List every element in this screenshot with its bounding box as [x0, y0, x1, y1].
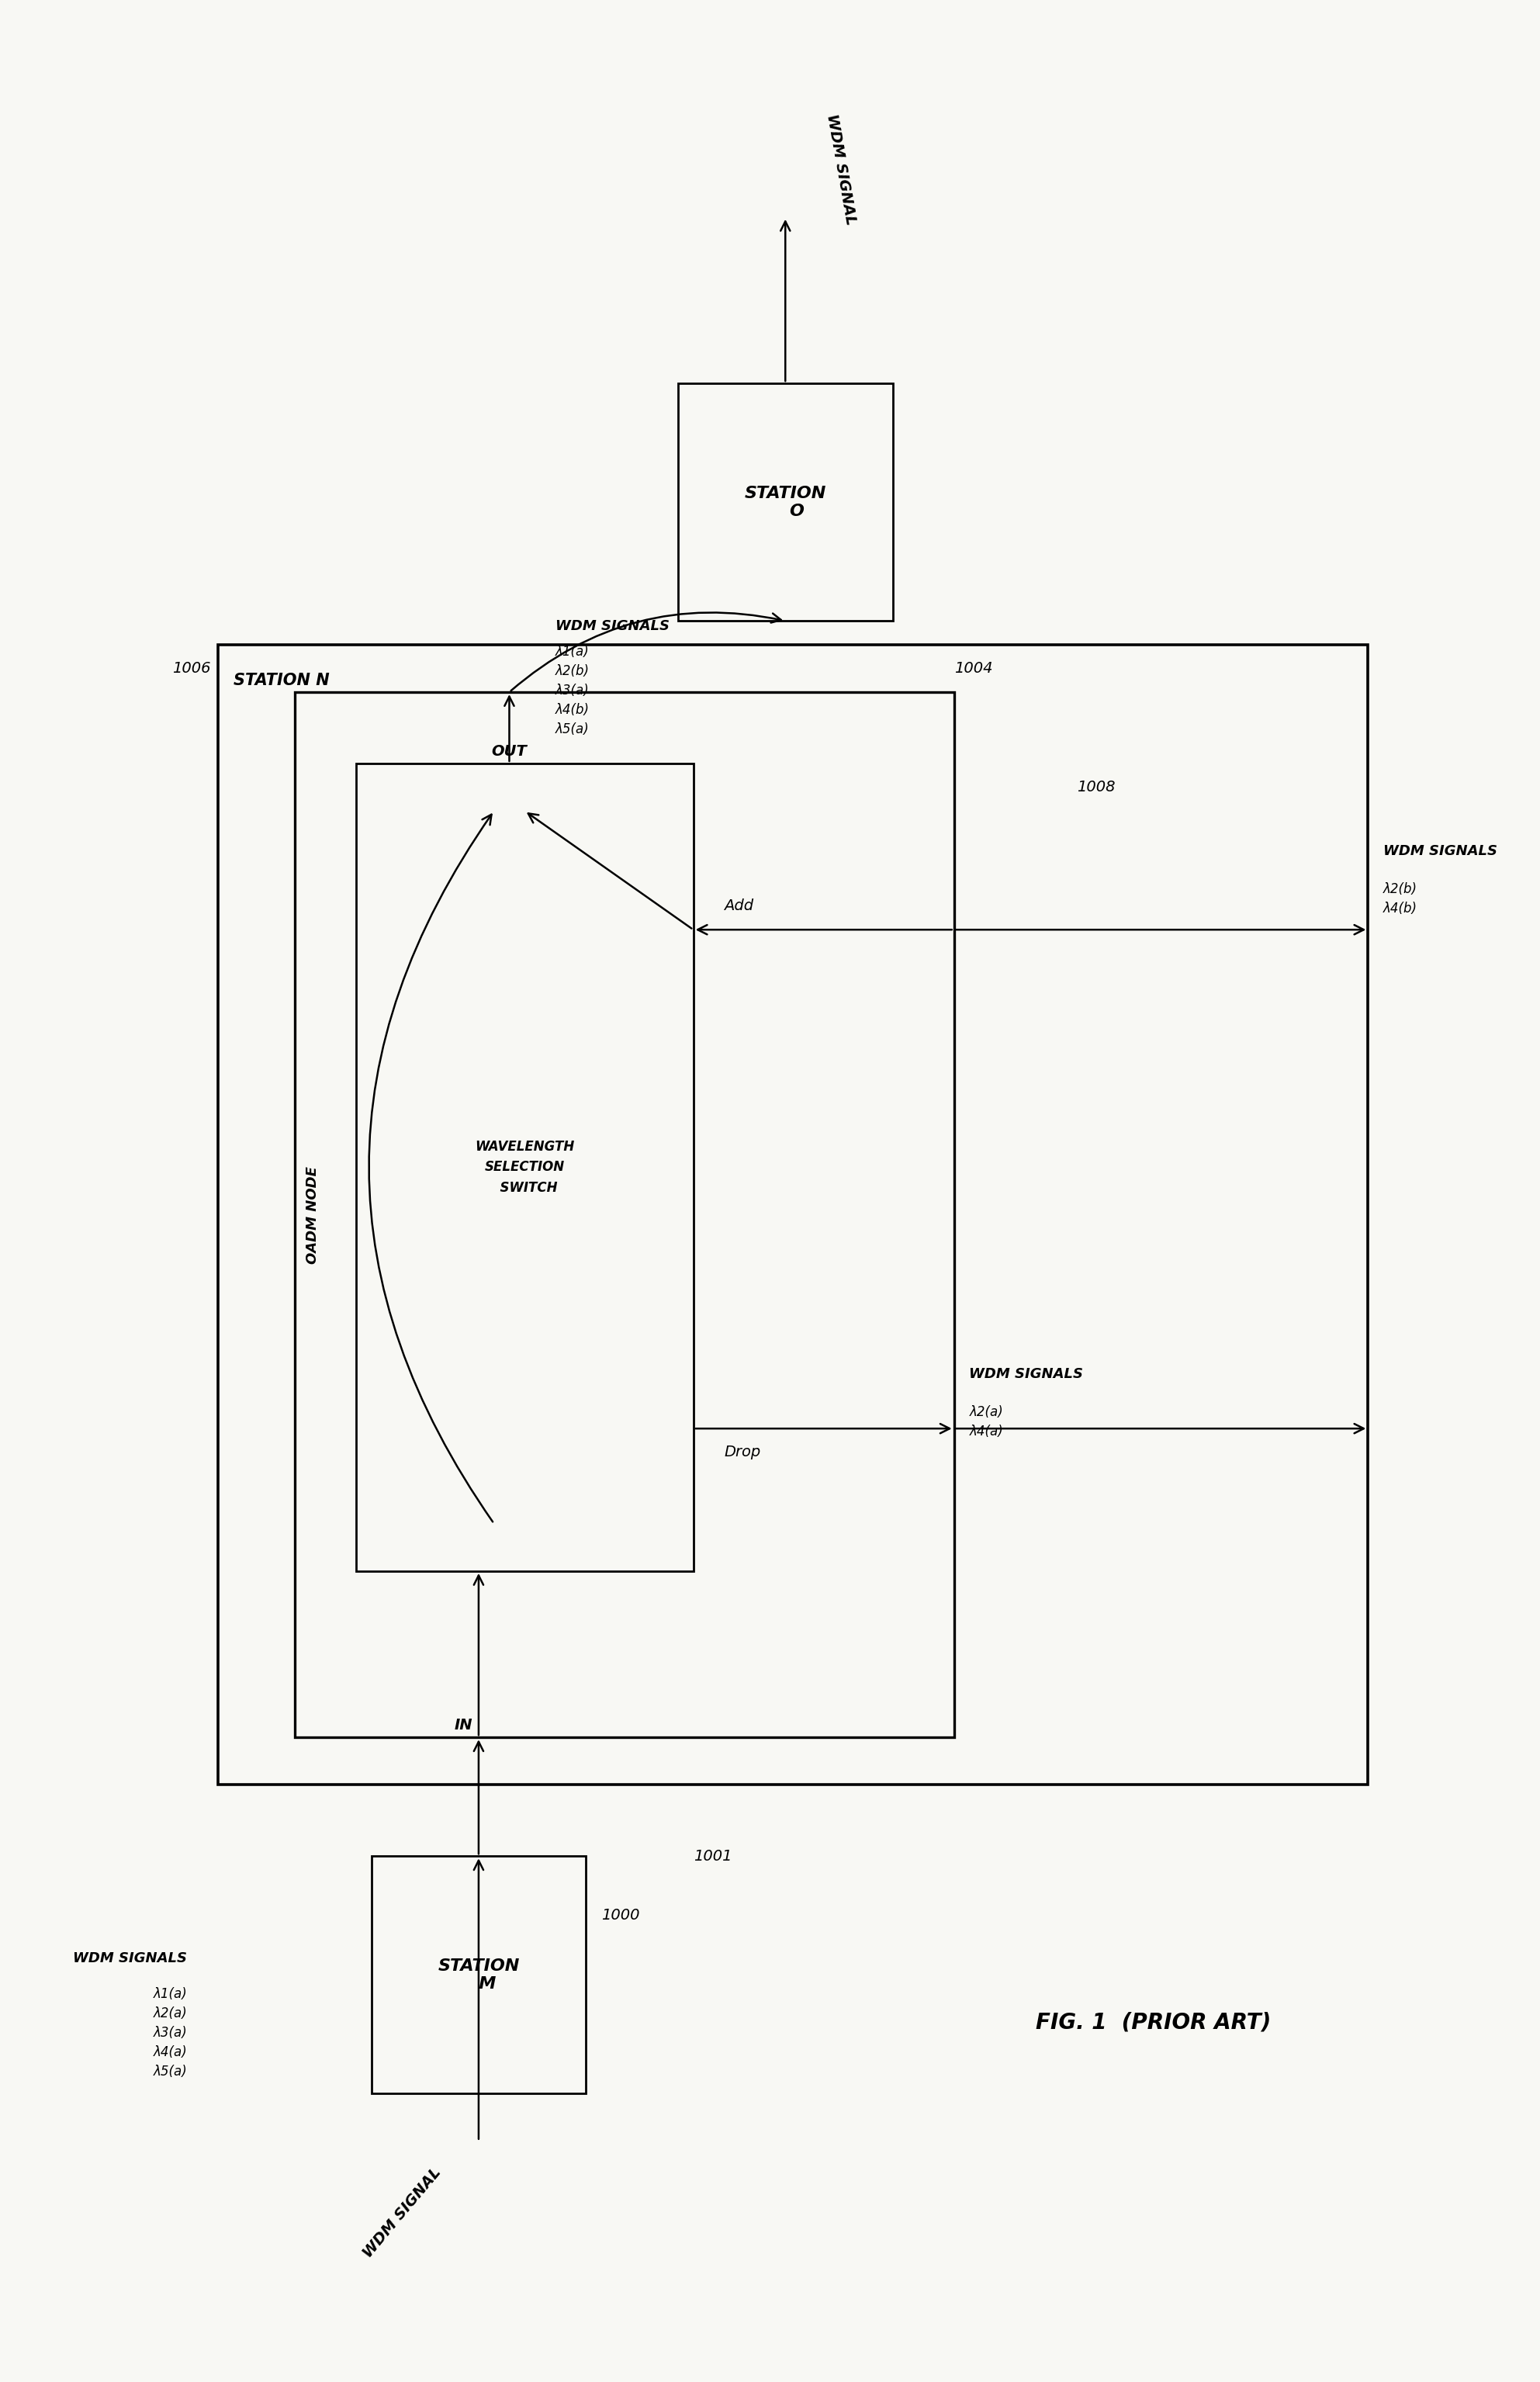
Text: IN: IN [454, 1717, 473, 1732]
Text: WAVELENGTH
SELECTION
  SWITCH: WAVELENGTH SELECTION SWITCH [474, 1139, 574, 1196]
Text: OADM NODE: OADM NODE [306, 1165, 320, 1262]
Text: WDM SIGNALS: WDM SIGNALS [74, 1951, 188, 1965]
Text: Drop: Drop [724, 1446, 761, 1460]
Text: 1001: 1001 [693, 1848, 731, 1863]
Text: 1000: 1000 [601, 1908, 639, 1922]
Text: STATION
    O: STATION O [744, 486, 827, 519]
Text: WDM SIGNAL: WDM SIGNAL [824, 112, 858, 226]
Text: Add: Add [724, 898, 753, 912]
Text: STATION
   M: STATION M [437, 1958, 519, 1991]
Text: λ1(a)
λ2(a)
λ3(a)
λ4(a)
λ5(a): λ1(a) λ2(a) λ3(a) λ4(a) λ5(a) [154, 1987, 188, 2079]
Text: FIG. 1  (PRIOR ART): FIG. 1 (PRIOR ART) [1036, 2010, 1270, 2034]
Text: WDM SIGNALS: WDM SIGNALS [1383, 846, 1497, 858]
Text: 1008: 1008 [1076, 779, 1115, 796]
Text: 1004: 1004 [953, 662, 992, 676]
Text: 1006: 1006 [172, 662, 211, 676]
Text: WDM SIGNALS: WDM SIGNALS [556, 619, 670, 634]
Text: WDM SIGNAL: WDM SIGNAL [360, 2165, 444, 2261]
Text: λ1(a)
λ2(b)
λ3(a)
λ4(b)
λ5(a): λ1(a) λ2(b) λ3(a) λ4(b) λ5(a) [556, 646, 590, 736]
Text: WDM SIGNALS: WDM SIGNALS [969, 1367, 1084, 1382]
Text: STATION N: STATION N [233, 672, 330, 688]
Text: λ2(a)
λ4(a): λ2(a) λ4(a) [969, 1405, 1003, 1439]
Text: λ2(b)
λ4(b): λ2(b) λ4(b) [1383, 881, 1417, 915]
Text: OUT: OUT [491, 743, 527, 760]
